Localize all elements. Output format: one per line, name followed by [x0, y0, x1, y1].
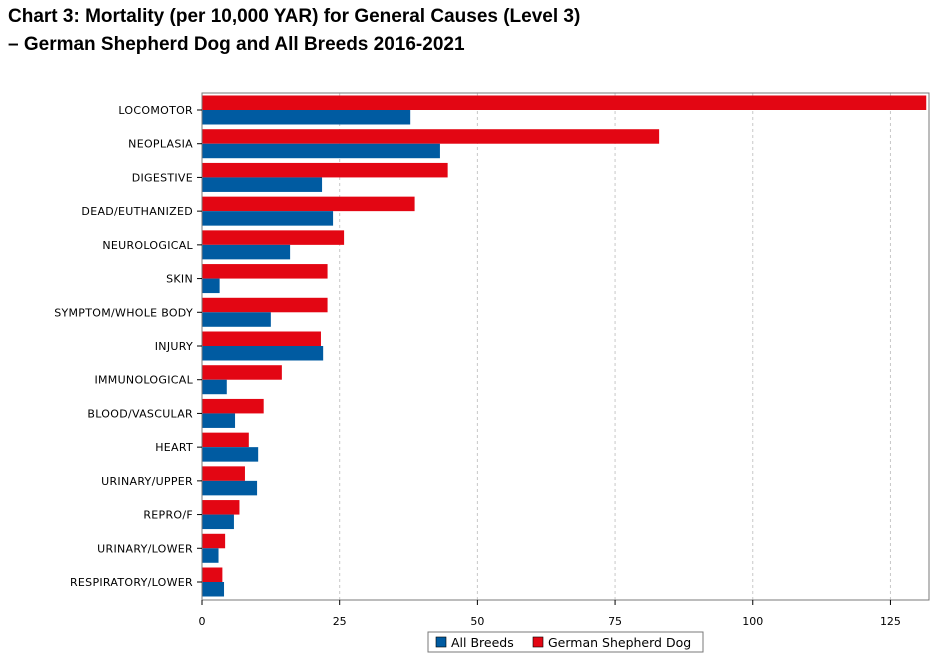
bar-gsd-dead-euthanized [202, 196, 415, 212]
bar-gsd-digestive [202, 162, 448, 178]
legend-label-all-breeds: All Breeds [451, 635, 514, 650]
bar-all-breeds-respiratory-lower [202, 582, 225, 597]
category-label-urinary-upper: URINARY/UPPER [101, 475, 193, 488]
bar-all-breeds-neoplasia [202, 143, 440, 159]
x-tick-label-125: 125 [880, 615, 901, 628]
bar-all-breeds-dead-euthanized [202, 211, 334, 226]
category-label-dead-euthanized: DEAD/EUTHANIZED [81, 205, 193, 218]
category-label-repro-f: REPRO/F [143, 509, 193, 522]
category-label-skin: SKIN [166, 273, 193, 286]
category-label-blood-vascular: BLOOD/VASCULAR [87, 407, 193, 420]
category-label-urinary-lower: URINARY/LOWER [97, 542, 193, 555]
bar-gsd-neurological [202, 230, 345, 245]
bar-gsd-urinary-upper [202, 466, 245, 481]
bar-gsd-symptom-whole-body [202, 297, 328, 313]
bar-gsd-heart [202, 432, 249, 448]
bar-gsd-locomotor [202, 95, 927, 110]
x-tick-label-100: 100 [742, 615, 763, 628]
grid-lines [339, 93, 891, 600]
bar-all-breeds-heart [202, 447, 259, 462]
category-label-locomotor: LOCOMOTOR [118, 104, 193, 117]
bar-all-breeds-locomotor [202, 110, 411, 125]
bar-gsd-injury [202, 331, 321, 346]
x-axis-ticks: 0 25 50 75 100 125 [199, 600, 901, 628]
category-label-respiratory-lower: RESPIRATORY/LOWER [70, 576, 193, 589]
x-tick-label-50: 50 [470, 615, 484, 628]
bar-all-breeds-digestive [202, 177, 323, 192]
bar-gsd-respiratory-lower [202, 567, 223, 582]
chart-title-line-1: Chart 3: Mortality (per 10,000 YAR) for … [8, 6, 581, 27]
legend: All Breeds German Shepherd Dog [427, 631, 704, 653]
category-label-symptom-whole-body: SYMPTOM/WHOLE BODY [54, 306, 193, 319]
legend-label-german-shepherd-dog: German Shepherd Dog [548, 635, 691, 650]
bar-all-breeds-urinary-upper [202, 480, 258, 496]
bar-all-breeds-immunological [202, 379, 227, 395]
bar-gsd-blood-vascular [202, 398, 264, 414]
bar-gsd-skin [202, 264, 328, 279]
bar-all-breeds-repro-f [202, 514, 234, 530]
category-label-digestive: DIGESTIVE [132, 171, 193, 184]
x-tick-label-75: 75 [608, 615, 622, 628]
bar-all-breeds-neurological [202, 244, 291, 260]
bar-gsd-neoplasia [202, 129, 660, 144]
category-label-heart: HEART [155, 441, 193, 454]
bar-gsd-urinary-lower [202, 533, 226, 549]
category-label-neoplasia: NEOPLASIA [128, 138, 193, 151]
bars [202, 95, 927, 597]
chart-title-line-2: – German Shepherd Dog and All Breeds 201… [8, 34, 465, 55]
x-tick-label-25: 25 [333, 615, 347, 628]
legend-swatch-all-breeds [435, 636, 447, 648]
x-tick-label-0: 0 [199, 615, 206, 628]
bar-all-breeds-urinary-lower [202, 548, 219, 563]
category-labels: LOCOMOTOR NEOPLASIA DIGESTIVE DEAD/EUTHANIZ… [54, 104, 202, 589]
bar-gsd-immunological [202, 365, 282, 380]
category-label-immunological: IMMUNOLOGICAL [94, 374, 193, 387]
bar-all-breeds-skin [202, 278, 220, 294]
category-label-neurological: NEUROLOGICAL [102, 239, 193, 252]
bar-gsd-repro-f [202, 500, 240, 515]
legend-box [427, 631, 704, 653]
bar-all-breeds-blood-vascular [202, 413, 236, 428]
legend-swatch-german-shepherd-dog [532, 636, 544, 648]
bar-all-breeds-symptom-whole-body [202, 312, 271, 327]
bar-all-breeds-injury [202, 346, 324, 361]
category-label-injury: INJURY [155, 340, 193, 353]
